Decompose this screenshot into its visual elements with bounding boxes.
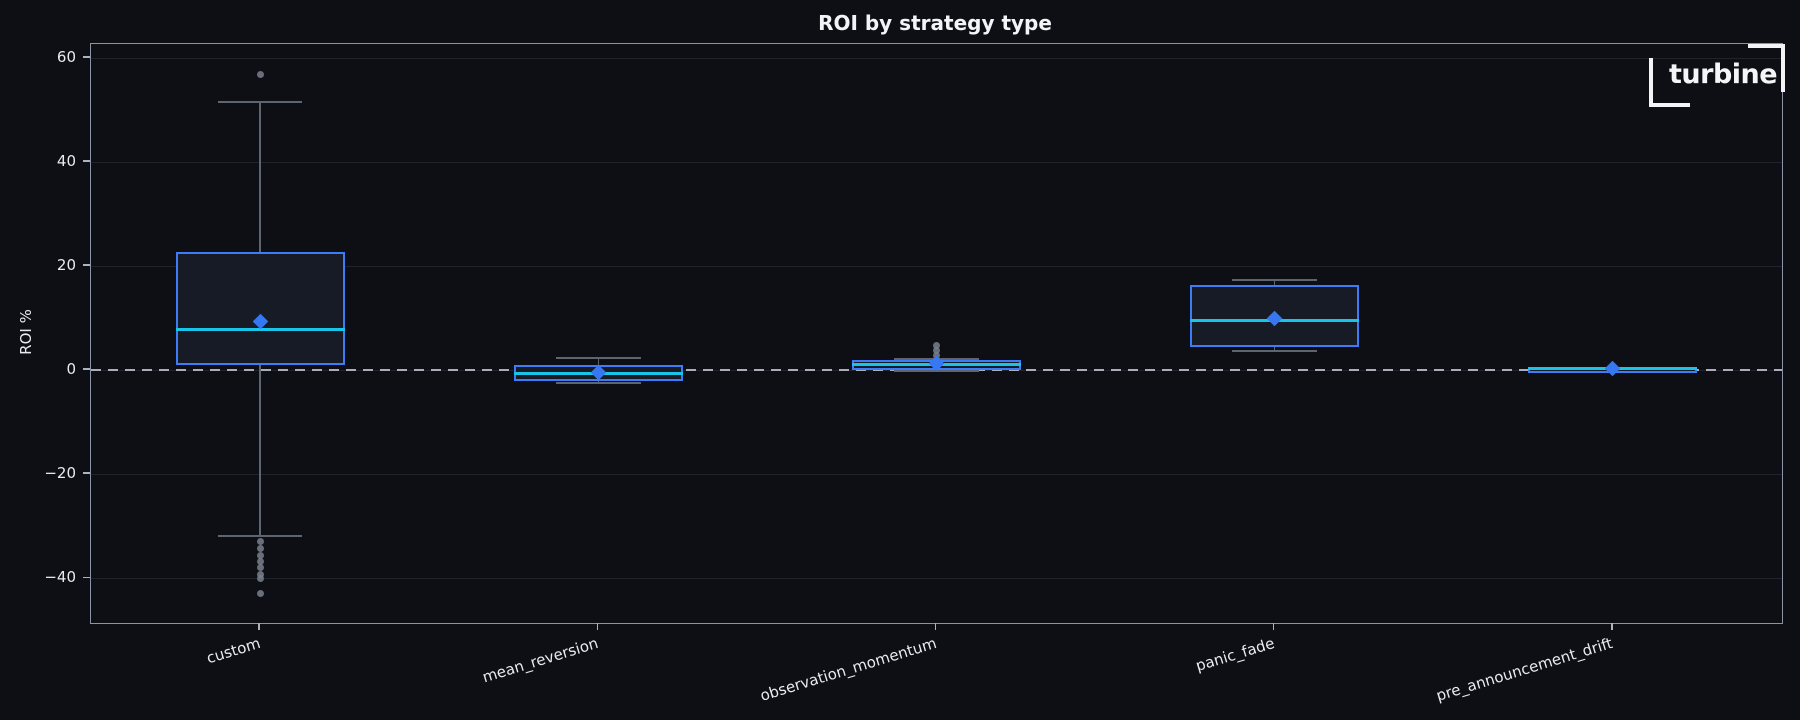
plot-area [90,43,1783,624]
outlier-observation_momentum-2 [933,341,940,349]
whisker-cap-low-mean_reversion [556,381,641,384]
outlier-custom-8 [256,589,264,597]
whisker-cap-low-custom [217,535,303,538]
outlier-observation_momentum-1 [933,346,940,354]
whisker-cap-low-observation_momentum [894,370,979,373]
median-line-custom [175,327,345,331]
whisker-lower-panic_fade [1273,347,1276,351]
y-tick-label-20: 20 [56,256,76,275]
x-tick-label-mean_reversion: mean_reversion [480,634,601,687]
gridline-y40 [91,161,1782,163]
x-tick-label-pre_announcement_drift: pre_announcement_drift [1434,634,1616,705]
y-tick--20 [83,472,90,474]
x-tick-label-observation_momentum: observation_momentum [758,634,939,705]
logo-text: turbine [1669,59,1778,90]
mean-marker-pre_announcement_drift [1605,360,1621,376]
whisker-lower-mean_reversion [597,380,600,383]
outlier-observation_momentum-0 [933,351,940,359]
turbine-logo: turbine [1649,44,1785,107]
x-tick-pre_announcement_drift [1611,623,1613,630]
y-tick-40 [83,160,90,162]
outlier-custom-3 [256,551,264,559]
whisker-upper-panic_fade [1273,280,1276,286]
outlier-custom-4 [256,558,264,566]
y-tick-label--20: −20 [44,464,76,483]
x-tick-mean_reversion [596,623,599,630]
outlier-custom-1 [256,537,264,545]
gridline-y-20 [91,473,1782,475]
y-tick-label-60: 60 [56,48,76,67]
outlier-custom-5 [256,564,264,572]
box-custom [175,252,345,365]
whisker-cap-high-mean_reversion [556,357,641,360]
x-tick-panic_fade [1272,623,1275,630]
y-axis-label: ROI % [17,309,35,355]
whisker-cap-high-custom [217,101,303,104]
whisker-cap-high-panic_fade [1232,279,1317,282]
y-tick--40 [83,576,90,578]
whisker-lower-custom [259,364,261,537]
chart-title: ROI by strategy type [818,11,1052,35]
x-tick-observation_momentum [934,623,937,630]
whisker-upper-mean_reversion [597,358,600,365]
y-tick-label--40: −40 [44,568,76,587]
y-tick-label-0: 0 [66,360,76,379]
logo-bracket-left-icon [1649,58,1690,107]
outlier-custom-2 [256,545,264,553]
whisker-upper-custom [259,102,261,253]
whisker-cap-low-panic_fade [1232,349,1317,352]
gridline-y-40 [91,577,1782,579]
y-tick-60 [83,56,90,58]
y-tick-0 [83,368,90,370]
gridline-y60 [91,57,1782,59]
x-tick-custom [258,623,260,630]
x-tick-label-panic_fade: panic_fade [1193,634,1277,676]
x-tick-label-custom: custom [204,634,263,668]
y-tick-label-40: 40 [56,152,76,171]
outlier-custom-6 [256,570,264,578]
logo-bracket-right-icon [1748,44,1785,92]
gridline-y20 [91,265,1782,267]
y-tick-20 [83,264,90,266]
outlier-custom-0 [256,70,264,78]
outlier-custom-7 [256,575,264,583]
